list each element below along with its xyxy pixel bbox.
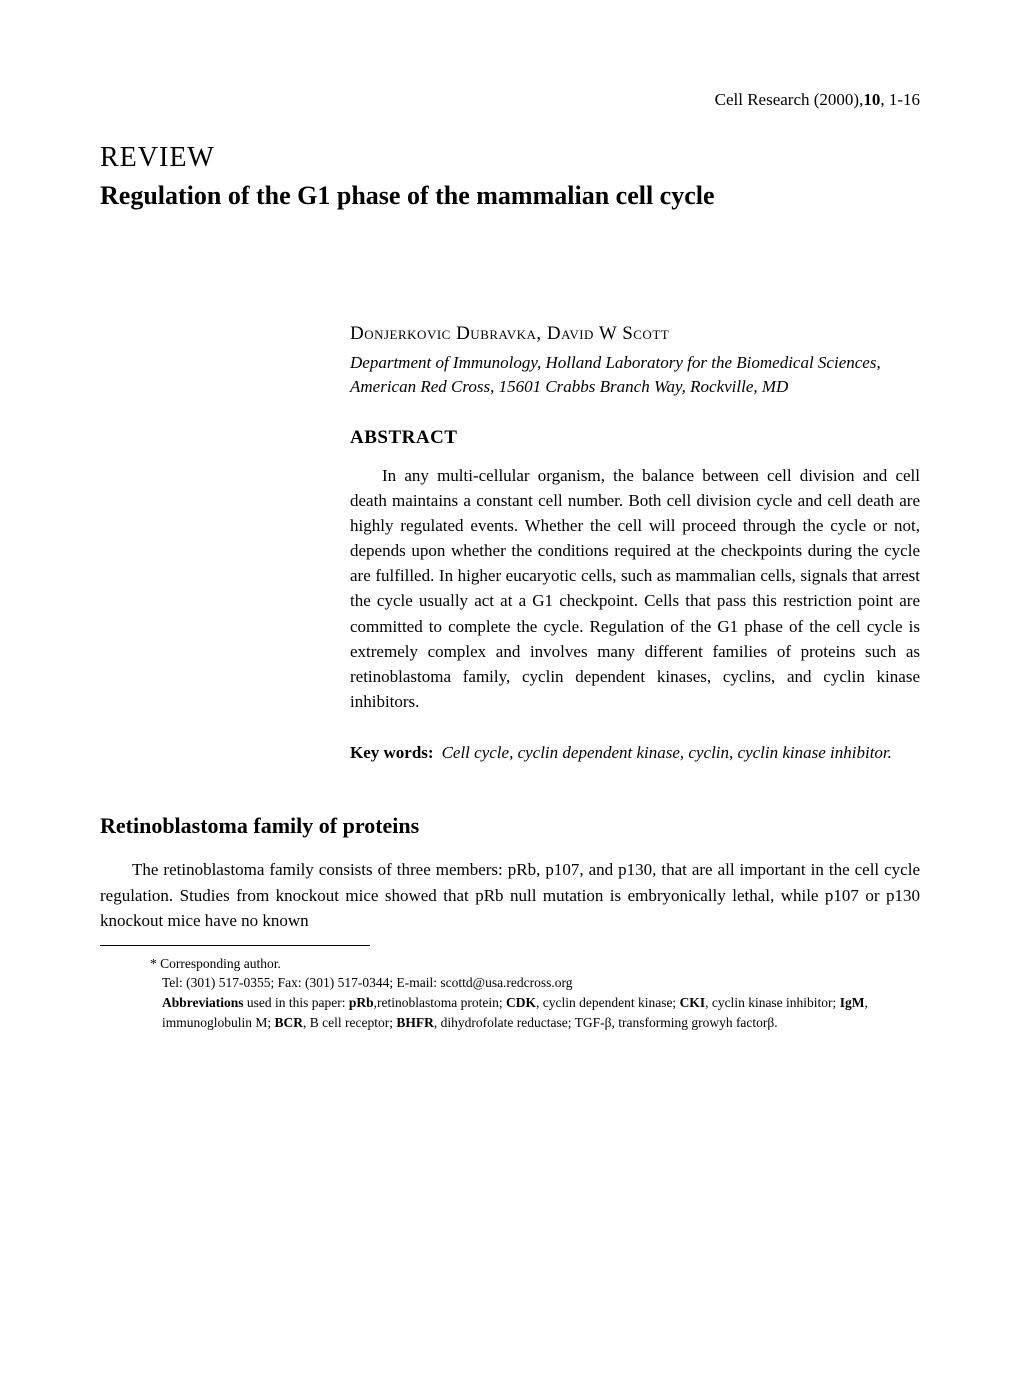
article-type: REVIEW (100, 142, 920, 174)
journal-reference: Cell Research (2000),10, 1-16 (100, 90, 920, 110)
footnotes: * Corresponding author. Tel: (301) 517-0… (140, 954, 920, 1032)
abbrev-3: IgM (840, 995, 865, 1010)
abbrev-0-def: ,retinoblastoma protein; (374, 995, 506, 1010)
abstract-text: In any multi-cellular organism, the bala… (350, 463, 920, 715)
abbrev-2: CKI (680, 995, 706, 1010)
affiliation: Department of Immunology, Holland Labora… (350, 351, 920, 399)
keywords-label: Key words: (350, 740, 434, 765)
footnote-corresponding: * Corresponding author. (140, 954, 920, 974)
keywords-row: Key words: Cell cycle, cyclin dependent … (350, 740, 920, 765)
abbrev-1: CDK (506, 995, 536, 1010)
author-names: Donjerkovic Dubravka, David W Scott (350, 323, 669, 344)
abbrev-5: BHFR (396, 1015, 434, 1030)
abbrev-2-def: , cyclin kinase inhibitor; (705, 995, 840, 1010)
section-heading: Retinoblastoma family of proteins (100, 813, 920, 839)
footnote-contact: Tel: (301) 517-0355; Fax: (301) 517-0344… (140, 973, 920, 993)
footnote-rule (100, 945, 370, 946)
abbrev-4: BCR (275, 1015, 304, 1030)
abbrev-1-def: , cyclin dependent kinase; (536, 995, 680, 1010)
abbrev-0: pRb (349, 995, 374, 1010)
body-paragraph: The retinoblastoma family consists of th… (100, 857, 920, 932)
authors-block: Donjerkovic Dubravka, David W Scott Depa… (350, 323, 920, 399)
abstract-block: ABSTRACT In any multi-cellular organism,… (350, 427, 920, 715)
journal-name: Cell Research (715, 90, 810, 109)
abbrev-lead: used in this paper: (244, 995, 349, 1010)
abbrev-5-def: , dihydrofolate reductase; TGF-β, transf… (434, 1015, 778, 1030)
journal-pages: , 1-16 (880, 90, 920, 109)
footnote-abbreviations: Abbreviations used in this paper: pRb,re… (140, 993, 920, 1032)
authors: Donjerkovic Dubravka, David W Scott (350, 323, 920, 345)
keywords-text: Cell cycle, cyclin dependent kinase, cyc… (442, 740, 892, 765)
abbrev-label: Abbreviations (162, 995, 244, 1010)
journal-volume: 10 (863, 90, 880, 109)
abstract-heading: ABSTRACT (350, 427, 920, 449)
abbrev-4-def: , B cell receptor; (303, 1015, 396, 1030)
journal-year: (2000), (814, 90, 864, 109)
article-title: Regulation of the G1 phase of the mammal… (100, 178, 920, 213)
